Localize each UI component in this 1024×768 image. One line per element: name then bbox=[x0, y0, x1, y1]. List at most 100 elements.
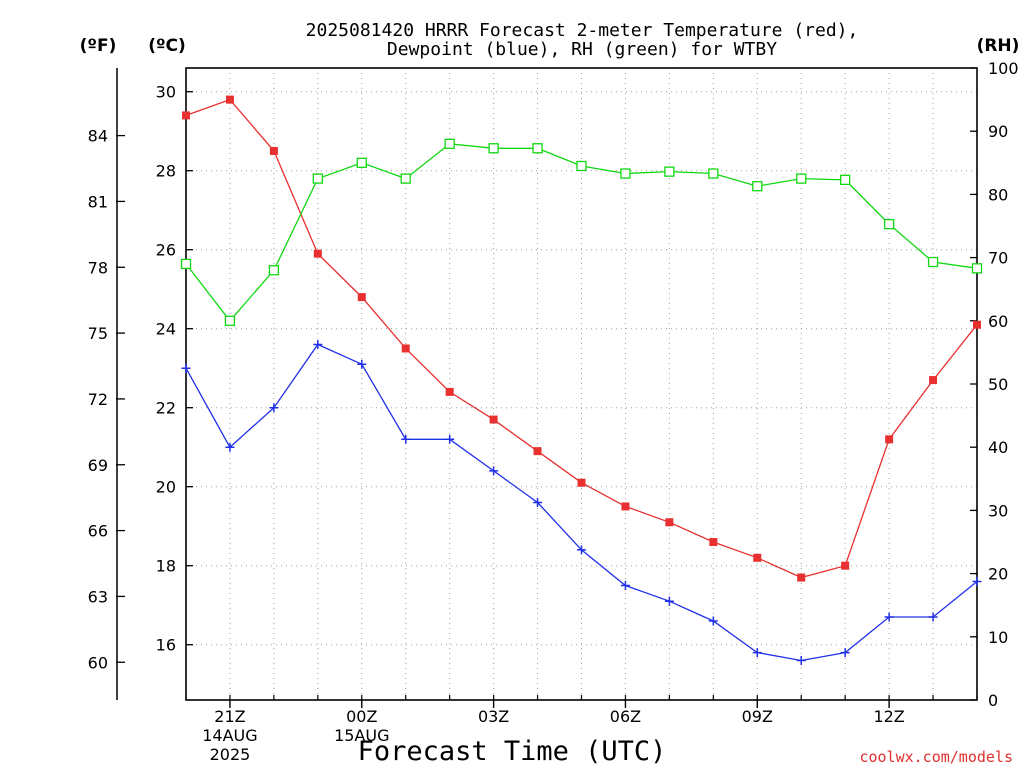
rh-data-point bbox=[532, 143, 543, 154]
rh-data-point bbox=[224, 315, 236, 326]
celsius-tick-label: 28 bbox=[156, 162, 176, 181]
temperature-data-point bbox=[797, 573, 806, 582]
dewpoint-data-point bbox=[664, 596, 674, 606]
rh-data-point bbox=[708, 168, 719, 179]
fahrenheit-tick-label: 69 bbox=[88, 456, 108, 475]
rh-data-point bbox=[268, 265, 280, 276]
fahrenheit-tick-label: 75 bbox=[88, 324, 108, 343]
temperature-data-point bbox=[577, 478, 586, 487]
rh-tick-label: 30 bbox=[988, 501, 1008, 520]
temperature-data-point bbox=[973, 320, 981, 329]
celsius-tick-label: 26 bbox=[156, 241, 176, 260]
dewpoint-data-point bbox=[708, 616, 718, 626]
rh-data-point bbox=[400, 173, 411, 184]
temperature-data-point bbox=[753, 553, 762, 562]
x-axis-label: Forecast Time (UTC) bbox=[358, 736, 667, 767]
celsius-axis-header: (ºC) bbox=[148, 36, 186, 56]
rh-tick-label: 50 bbox=[988, 375, 1008, 394]
rh-data-point bbox=[620, 168, 631, 179]
temperature-data-point bbox=[841, 561, 850, 570]
dewpoint-data-point bbox=[840, 648, 850, 658]
rh-data-point bbox=[664, 166, 675, 177]
rh-data-point bbox=[180, 258, 192, 270]
dewpoint-data-point bbox=[796, 656, 806, 665]
temperature-data-point bbox=[225, 95, 234, 104]
dewpoint-data-point bbox=[752, 648, 762, 658]
chart-title-line-1: 2025081420 HRRR Forecast 2-meter Tempera… bbox=[306, 20, 859, 41]
dewpoint-data-point bbox=[884, 612, 894, 622]
rh-tick-label: 20 bbox=[988, 565, 1008, 584]
dewpoint-data-point bbox=[972, 577, 982, 586]
x-tick-label: 06Z bbox=[610, 707, 641, 726]
x-tick-label: 21Z bbox=[214, 707, 245, 726]
temperature-data-point bbox=[533, 447, 542, 456]
temperature-data-point bbox=[357, 293, 366, 302]
rh-data-point bbox=[444, 138, 455, 149]
rh-data-point bbox=[752, 181, 763, 192]
rh-tick-label: 90 bbox=[988, 122, 1008, 141]
rh-data-point bbox=[488, 143, 499, 154]
dewpoint-data-point bbox=[489, 466, 499, 476]
celsius-tick-label: 18 bbox=[156, 557, 176, 576]
dewpoint-data-point bbox=[401, 434, 411, 444]
rh-data-point bbox=[883, 218, 895, 230]
rh-tick-label: 10 bbox=[988, 628, 1008, 647]
rh-data-point bbox=[356, 157, 367, 168]
dewpoint-data-point bbox=[928, 612, 938, 622]
rh-tick-label: 100 bbox=[988, 59, 1019, 78]
x-tick-label: 03Z bbox=[478, 707, 509, 726]
temperature-data-point bbox=[489, 415, 498, 424]
dewpoint-data-point bbox=[445, 434, 455, 444]
fahrenheit-tick-label: 84 bbox=[88, 127, 108, 146]
temperature-data-point bbox=[313, 249, 322, 258]
fahrenheit-tick-label: 60 bbox=[88, 653, 108, 672]
dewpoint-data-point bbox=[620, 580, 630, 590]
rh-data-point bbox=[927, 256, 939, 268]
rh-data-point bbox=[971, 263, 983, 274]
temperature-data-point bbox=[445, 387, 454, 396]
x-tick-label: 09Z bbox=[742, 707, 773, 726]
watermark: coolwx.com/models bbox=[859, 748, 1013, 766]
fahrenheit-tick-label: 63 bbox=[88, 587, 108, 606]
x-tick-label: 00Z bbox=[346, 707, 377, 726]
temperature-data-point bbox=[665, 518, 674, 527]
temperature-data-point bbox=[269, 146, 278, 155]
dewpoint-data-point bbox=[577, 545, 586, 555]
x-tick-label: 2025 bbox=[210, 745, 251, 764]
celsius-tick-label: 16 bbox=[156, 636, 176, 655]
celsius-tick-label: 22 bbox=[156, 399, 176, 418]
temperature-data-point bbox=[401, 344, 410, 353]
rh-tick-label: 80 bbox=[988, 185, 1008, 204]
rh-data-point bbox=[840, 174, 851, 186]
plot-area: 60 63 66 69 72 75 78 81 84 16 18 20 22 24 26 28 30 0 10 20 3… bbox=[88, 59, 1019, 764]
dewpoint-data-point bbox=[357, 359, 367, 369]
fahrenheit-tick-label: 66 bbox=[88, 522, 108, 541]
temperature-data-point bbox=[621, 502, 630, 511]
x-tick-label: 14AUG bbox=[202, 726, 257, 745]
rh-data-point bbox=[312, 173, 323, 184]
celsius-tick-label: 20 bbox=[156, 478, 176, 497]
dewpoint-data-point bbox=[181, 363, 191, 373]
temperature-data-point bbox=[885, 435, 894, 444]
temperature-data-point bbox=[182, 111, 190, 120]
x-tick-label: 15AUG bbox=[334, 726, 389, 745]
dewpoint-data-point bbox=[313, 340, 323, 349]
fahrenheit-tick-label: 78 bbox=[88, 258, 108, 277]
fahrenheit-axis-header: (ºF) bbox=[80, 36, 117, 56]
celsius-tick-label: 24 bbox=[156, 320, 176, 339]
rh-tick-label: 70 bbox=[988, 249, 1008, 268]
fahrenheit-tick-label: 72 bbox=[88, 390, 108, 409]
temperature-data-point bbox=[929, 376, 938, 385]
dewpoint-data-point bbox=[225, 442, 235, 452]
rh-data-point bbox=[796, 173, 807, 184]
rh-tick-label: 0 bbox=[988, 691, 998, 710]
dewpoint-data-point bbox=[269, 403, 279, 413]
celsius-tick-label: 30 bbox=[156, 83, 176, 102]
rh-tick-label: 40 bbox=[988, 438, 1008, 457]
x-tick-label: 12Z bbox=[873, 707, 904, 726]
dewpoint-data-point bbox=[533, 498, 543, 507]
temperature-data-point bbox=[709, 538, 718, 546]
rh-data-point bbox=[576, 160, 587, 172]
